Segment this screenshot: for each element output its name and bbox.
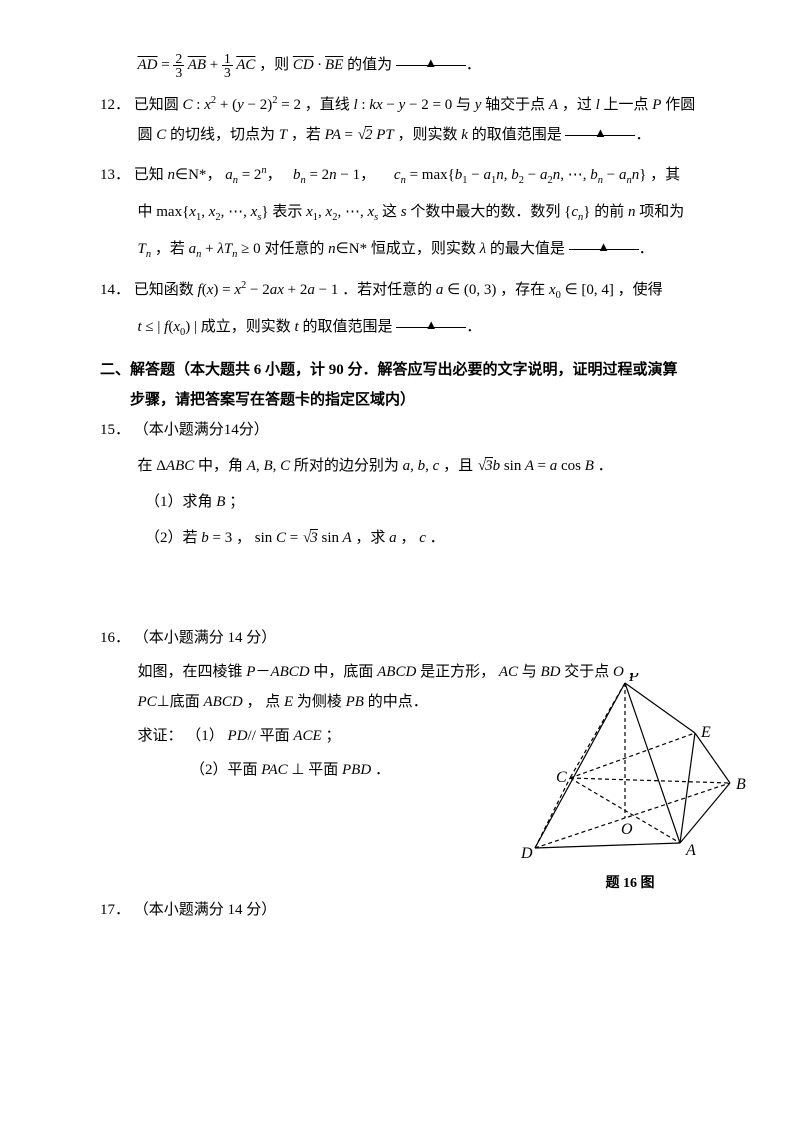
blank-11 xyxy=(396,50,466,66)
svg-text:E: E xyxy=(700,724,711,741)
figure-16: P E B A O D C 题 16 图 xyxy=(510,673,750,898)
question-11-cont: AD = 23 AB + 13 AC ，则 CD · BE 的值为 ． xyxy=(100,50,730,80)
question-15: 15． （本小题满分14分） 在 ΔABC 中，角 A, B, C 所对的边分别… xyxy=(100,415,730,553)
q11-t1: ，则 xyxy=(259,57,289,73)
svg-text:B: B xyxy=(736,776,746,793)
question-17: 17． （本小题满分 14 分） xyxy=(100,895,730,925)
blank-14 xyxy=(396,312,466,328)
question-14: 14． 已知函数 f(x) = x2 − 2ax + 2a − 1 ．若对任意的… xyxy=(100,275,730,343)
blank-13 xyxy=(569,234,639,250)
q11-t2: 的值为 xyxy=(347,57,392,73)
svg-text:D: D xyxy=(520,845,533,862)
question-12: 12． 已知圆 C : x2 + (y − 2)2 = 2 ，直线 l : kx… xyxy=(100,90,730,150)
svg-text:P: P xyxy=(628,673,639,685)
svg-text:C: C xyxy=(556,769,567,786)
q12-num: 12． xyxy=(100,97,130,113)
svg-text:A: A xyxy=(685,842,696,859)
section-2-heading: 二、解答题（本大题共 6 小题，计 90 分．解答应写出必要的文字说明，证明过程… xyxy=(100,355,730,415)
question-16: 16． （本小题满分 14 分） 如图，在四棱锥 P－ABCD 中，底面 ABC… xyxy=(100,623,730,785)
blank-12 xyxy=(565,120,635,136)
figure-caption: 题 16 图 xyxy=(510,870,750,898)
q11-eq: AD = 23 AB + 13 AC xyxy=(138,57,260,73)
pyramid-diagram: P E B A O D C xyxy=(510,673,750,868)
question-13: 13． 已知 n∈N*， an = 2n， bn = 2n − 1， cn = … xyxy=(100,160,730,265)
svg-text:O: O xyxy=(621,821,633,838)
